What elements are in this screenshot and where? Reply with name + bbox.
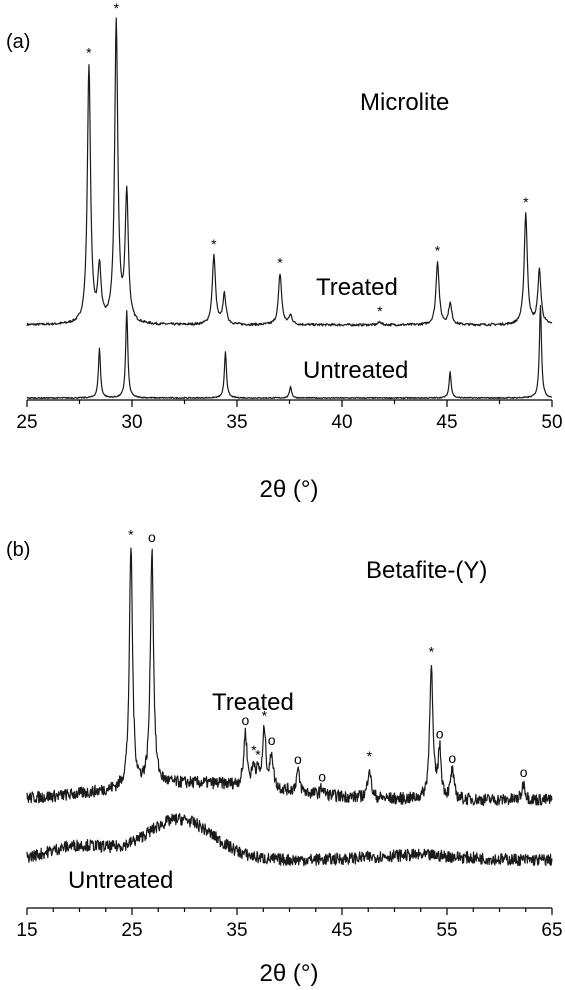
panel-b-peak-marker: * <box>429 644 435 660</box>
panel-b-peak-marker: o <box>448 750 456 766</box>
panel-a-peak-marker: * <box>277 255 283 271</box>
panel-a-trace-treated <box>26 17 553 327</box>
panel-b-peak-marker: o <box>148 529 156 545</box>
panel-a: (a) Microlite Treated Untreated * * * * * ** … <box>6 0 563 503</box>
panel-a-treated-label: Treated <box>316 274 398 301</box>
panel-a-tick-label: 25 <box>16 412 37 433</box>
panel-a-x-axis: 25 30 35 40 45 50 <box>16 399 563 433</box>
panel-a-tick-label: 50 <box>541 412 562 433</box>
panel-a-markers: * * * * * * * <box>86 0 529 319</box>
panel-a-peak-marker: * <box>377 303 383 319</box>
panel-a-x-axis-label: 2θ (°) <box>260 476 319 503</box>
panel-a-peak-marker: * <box>523 194 529 210</box>
panel-a-peak-marker: * <box>211 236 217 252</box>
panel-a-peak-marker: * <box>86 45 92 61</box>
panel-b-label: (b) <box>6 539 30 561</box>
panel-b-peak-marker: * <box>128 527 134 543</box>
panel-a-untreated-label: Untreated <box>303 357 408 384</box>
panel-b-peak-marker: * <box>251 742 257 758</box>
panel-b-trace-untreated <box>26 813 553 867</box>
panel-b: (b) Betafite-(Y) Treated Untreated * oo**… <box>6 527 563 987</box>
panel-b-tick-label: 65 <box>541 920 562 941</box>
panel-b-tick-label: 15 <box>16 920 37 941</box>
panel-b-title: Betafite-(Y) <box>366 557 487 584</box>
panel-a-tick-label: 30 <box>121 412 142 433</box>
panel-a-tick-label: 35 <box>226 412 247 433</box>
panel-a-tick-label: 45 <box>436 412 457 433</box>
panel-b-treated-label: Treated <box>212 689 294 716</box>
panel-b-tick-label: 25 <box>121 920 142 941</box>
panel-a-tick-label: 40 <box>331 412 352 433</box>
panel-a-label: (a) <box>6 31 30 53</box>
panel-b-tick-label: 35 <box>226 920 247 941</box>
panel-b-peak-marker: o <box>268 732 276 748</box>
panel-b-x-axis-label: 2θ (°) <box>260 960 319 987</box>
panel-a-traces <box>26 17 553 400</box>
panel-b-trace-treated <box>26 547 553 807</box>
panel-b-peak-marker: o <box>436 726 444 742</box>
panel-b-peak-marker: o <box>242 712 250 728</box>
panel-b-markers: * oo***ooo**ooo <box>128 527 528 785</box>
panel-b-peak-marker: * <box>255 747 261 763</box>
panel-b-x-axis: 15 25 35 45 55 65 <box>16 907 563 941</box>
panel-b-peak-marker: * <box>262 707 268 723</box>
panel-a-trace-untreated <box>26 304 553 400</box>
panel-a-peak-marker: * <box>435 242 441 258</box>
panel-b-peak-marker: * <box>367 748 373 764</box>
panel-b-tick-label: 55 <box>436 920 457 941</box>
panel-b-tick-label: 45 <box>331 920 352 941</box>
panel-b-untreated-label: Untreated <box>68 867 173 894</box>
panel-b-peak-marker: o <box>520 764 528 780</box>
panel-b-traces <box>26 547 553 867</box>
panel-a-title: Microlite <box>360 89 449 116</box>
panel-a-peak-marker: * <box>114 0 120 16</box>
panel-b-peak-marker: o <box>294 751 302 767</box>
panel-b-peak-marker: o <box>318 768 326 784</box>
